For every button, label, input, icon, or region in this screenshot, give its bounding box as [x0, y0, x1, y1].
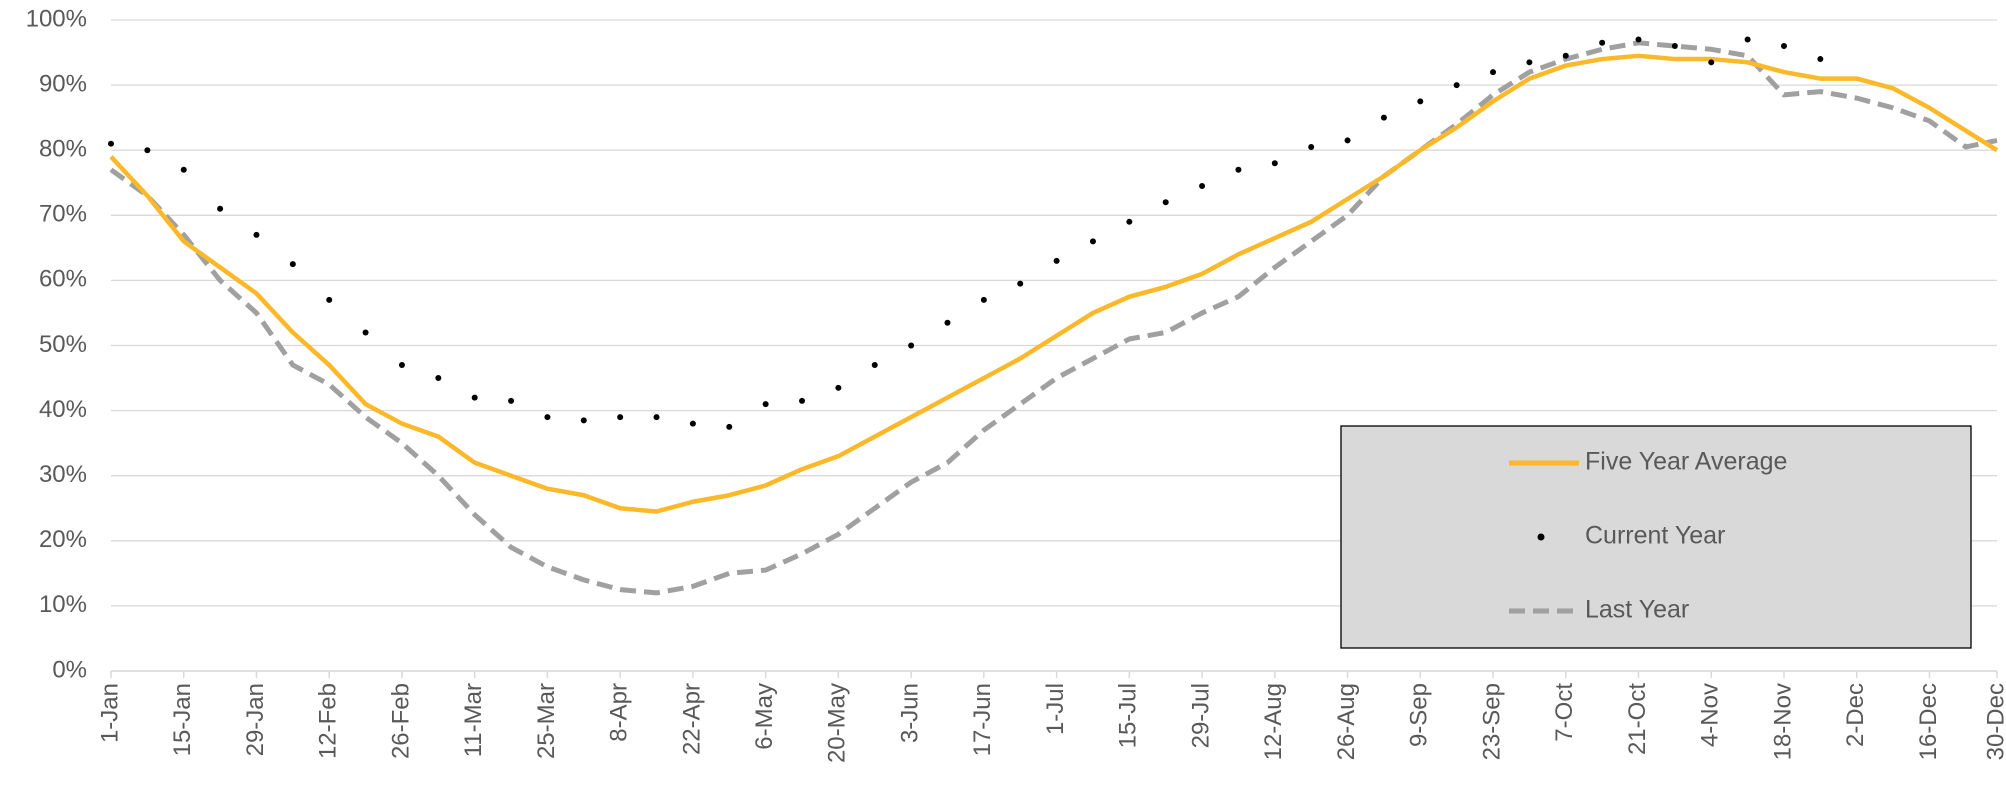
data-point	[1526, 59, 1533, 66]
data-point	[1599, 39, 1606, 46]
data-point	[289, 261, 296, 268]
data-point	[1235, 166, 1242, 173]
data-point	[217, 205, 224, 212]
data-point	[871, 362, 878, 369]
x-tick-label: 16-Dec	[1915, 683, 1942, 760]
x-tick-label: 11-Mar	[460, 683, 487, 757]
data-point	[544, 414, 551, 421]
data-point	[1017, 280, 1024, 287]
data-point	[617, 414, 624, 421]
y-tick-label: 60%	[39, 266, 87, 293]
data-point	[980, 296, 987, 303]
data-point	[180, 166, 187, 173]
y-tick-label: 70%	[39, 201, 87, 228]
data-point	[508, 397, 515, 404]
x-tick-label: 18-Nov	[1769, 683, 1796, 760]
x-tick-label: 7-Oct	[1551, 683, 1578, 742]
y-tick-label: 80%	[39, 136, 87, 163]
x-tick-label: 12-Aug	[1260, 683, 1287, 760]
x-tick-label: 1-Jan	[96, 683, 123, 743]
y-tick-label: 90%	[39, 70, 87, 97]
x-tick-label: 22-Apr	[678, 683, 705, 755]
data-point	[1780, 43, 1787, 50]
data-point	[908, 342, 915, 349]
data-point	[398, 362, 405, 369]
x-tick-label: 15-Jan	[169, 683, 196, 756]
x-tick-label: 15-Jul	[1115, 683, 1142, 748]
data-point	[362, 329, 369, 336]
data-point	[144, 147, 151, 154]
legend-label: Last Year	[1585, 596, 1689, 624]
legend-label: Current Year	[1585, 522, 1725, 550]
data-point	[1053, 257, 1060, 264]
series-line	[109, 40, 1998, 596]
x-tick-label: 3-Jun	[896, 683, 923, 743]
y-tick-label: 0%	[52, 656, 87, 683]
x-tick-label: 8-Apr	[606, 683, 633, 742]
data-point	[1453, 82, 1460, 89]
data-point	[762, 401, 769, 408]
x-tick-label: 1-Jul	[1042, 683, 1069, 735]
data-point	[1635, 36, 1642, 43]
data-point	[253, 231, 260, 238]
data-point	[653, 414, 660, 421]
data-point	[1271, 160, 1278, 167]
data-point	[726, 423, 733, 430]
x-tick-label: 17-Jun	[969, 683, 996, 756]
x-tick-label: 4-Nov	[1697, 683, 1724, 747]
x-tick-label: 25-Mar	[533, 683, 560, 759]
x-tick-label: 23-Sep	[1478, 683, 1505, 760]
data-point	[1708, 59, 1715, 66]
x-tick-label: 21-Oct	[1624, 683, 1651, 755]
data-point	[1671, 43, 1678, 50]
x-tick-label: 29-Jan	[242, 683, 269, 756]
series-line	[109, 53, 1999, 514]
data-point	[1562, 52, 1569, 59]
data-point	[1490, 69, 1497, 76]
data-point	[1817, 56, 1824, 63]
data-point	[435, 375, 442, 382]
x-tick-label: 30-Dec	[1982, 683, 2006, 760]
data-point	[1199, 183, 1206, 190]
data-point	[326, 296, 333, 303]
legend: Five Year Average Current Year Last Year	[1340, 425, 1972, 649]
data-point	[1089, 238, 1096, 245]
legend-box	[1340, 425, 1972, 649]
x-tick-label: 29-Jul	[1187, 683, 1214, 748]
legend-swatch	[1537, 533, 1545, 541]
data-point	[1344, 137, 1351, 144]
y-tick-label: 20%	[39, 526, 87, 553]
y-tick-label: 100%	[26, 5, 87, 32]
x-tick-label: 2-Dec	[1842, 683, 1869, 747]
data-point	[1417, 98, 1424, 105]
data-point	[835, 384, 842, 391]
data-point	[1744, 36, 1751, 43]
data-point	[1380, 114, 1387, 121]
data-point	[944, 319, 951, 326]
y-tick-label: 50%	[39, 331, 87, 358]
x-tick-label: 9-Sep	[1406, 683, 1433, 747]
data-point	[580, 417, 587, 424]
data-point	[1126, 218, 1133, 225]
x-tick-label: 6-May	[751, 683, 778, 750]
x-tick-label: 26-Feb	[387, 683, 414, 759]
legend-label: Five Year Average	[1585, 448, 1787, 476]
data-point	[689, 420, 696, 427]
x-tick-label: 20-May	[824, 683, 851, 763]
x-tick-label: 26-Aug	[1333, 683, 1360, 760]
data-point	[108, 140, 114, 147]
y-tick-label: 30%	[39, 461, 87, 488]
x-tick-label: 12-Feb	[315, 683, 342, 759]
y-tick-label: 10%	[39, 591, 87, 618]
data-point	[471, 394, 478, 401]
data-point	[1162, 199, 1169, 206]
data-point	[799, 397, 806, 404]
y-tick-label: 40%	[39, 396, 87, 423]
data-point	[1308, 143, 1315, 150]
